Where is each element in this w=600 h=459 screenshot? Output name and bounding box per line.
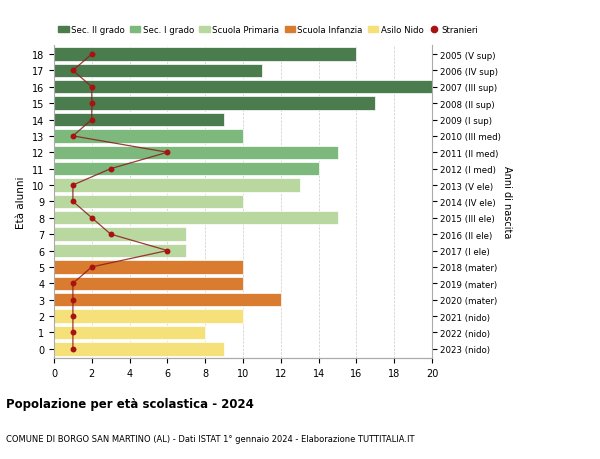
Text: COMUNE DI BORGO SAN MARTINO (AL) - Dati ISTAT 1° gennaio 2024 - Elaborazione TUT: COMUNE DI BORGO SAN MARTINO (AL) - Dati … xyxy=(6,434,415,443)
Point xyxy=(68,345,78,353)
Point xyxy=(68,198,78,206)
Bar xyxy=(54,293,281,307)
Point xyxy=(68,280,78,287)
Legend: Sec. II grado, Sec. I grado, Scuola Primaria, Scuola Infanzia, Asilo Nido, Stran: Sec. II grado, Sec. I grado, Scuola Prim… xyxy=(58,26,479,35)
Bar xyxy=(54,65,262,78)
Bar xyxy=(54,212,338,225)
Text: Popolazione per età scolastica - 2024: Popolazione per età scolastica - 2024 xyxy=(6,397,254,410)
Bar xyxy=(54,277,243,291)
Bar xyxy=(54,179,300,192)
Point xyxy=(68,182,78,189)
Point xyxy=(87,84,97,91)
Point xyxy=(106,166,116,173)
Y-axis label: Anni di nascita: Anni di nascita xyxy=(502,166,512,238)
Point xyxy=(68,297,78,304)
Bar xyxy=(54,162,319,176)
Bar xyxy=(54,195,243,209)
Point xyxy=(87,51,97,59)
Bar xyxy=(54,130,243,143)
Point xyxy=(68,313,78,320)
Point xyxy=(87,117,97,124)
Point xyxy=(106,231,116,238)
Point xyxy=(68,329,78,336)
Bar xyxy=(54,48,356,62)
Point xyxy=(68,133,78,140)
Point xyxy=(87,100,97,107)
Bar xyxy=(54,81,432,94)
Point xyxy=(87,263,97,271)
Bar xyxy=(54,228,187,241)
Bar xyxy=(54,261,243,274)
Bar xyxy=(54,310,243,323)
Bar xyxy=(54,97,376,111)
Point xyxy=(68,67,78,75)
Bar xyxy=(54,326,205,339)
Point xyxy=(87,215,97,222)
Y-axis label: Età alunni: Età alunni xyxy=(16,176,26,228)
Bar xyxy=(54,113,224,127)
Bar xyxy=(54,146,338,160)
Point xyxy=(163,149,172,157)
Bar xyxy=(54,244,187,257)
Bar xyxy=(54,342,224,356)
Point xyxy=(163,247,172,255)
